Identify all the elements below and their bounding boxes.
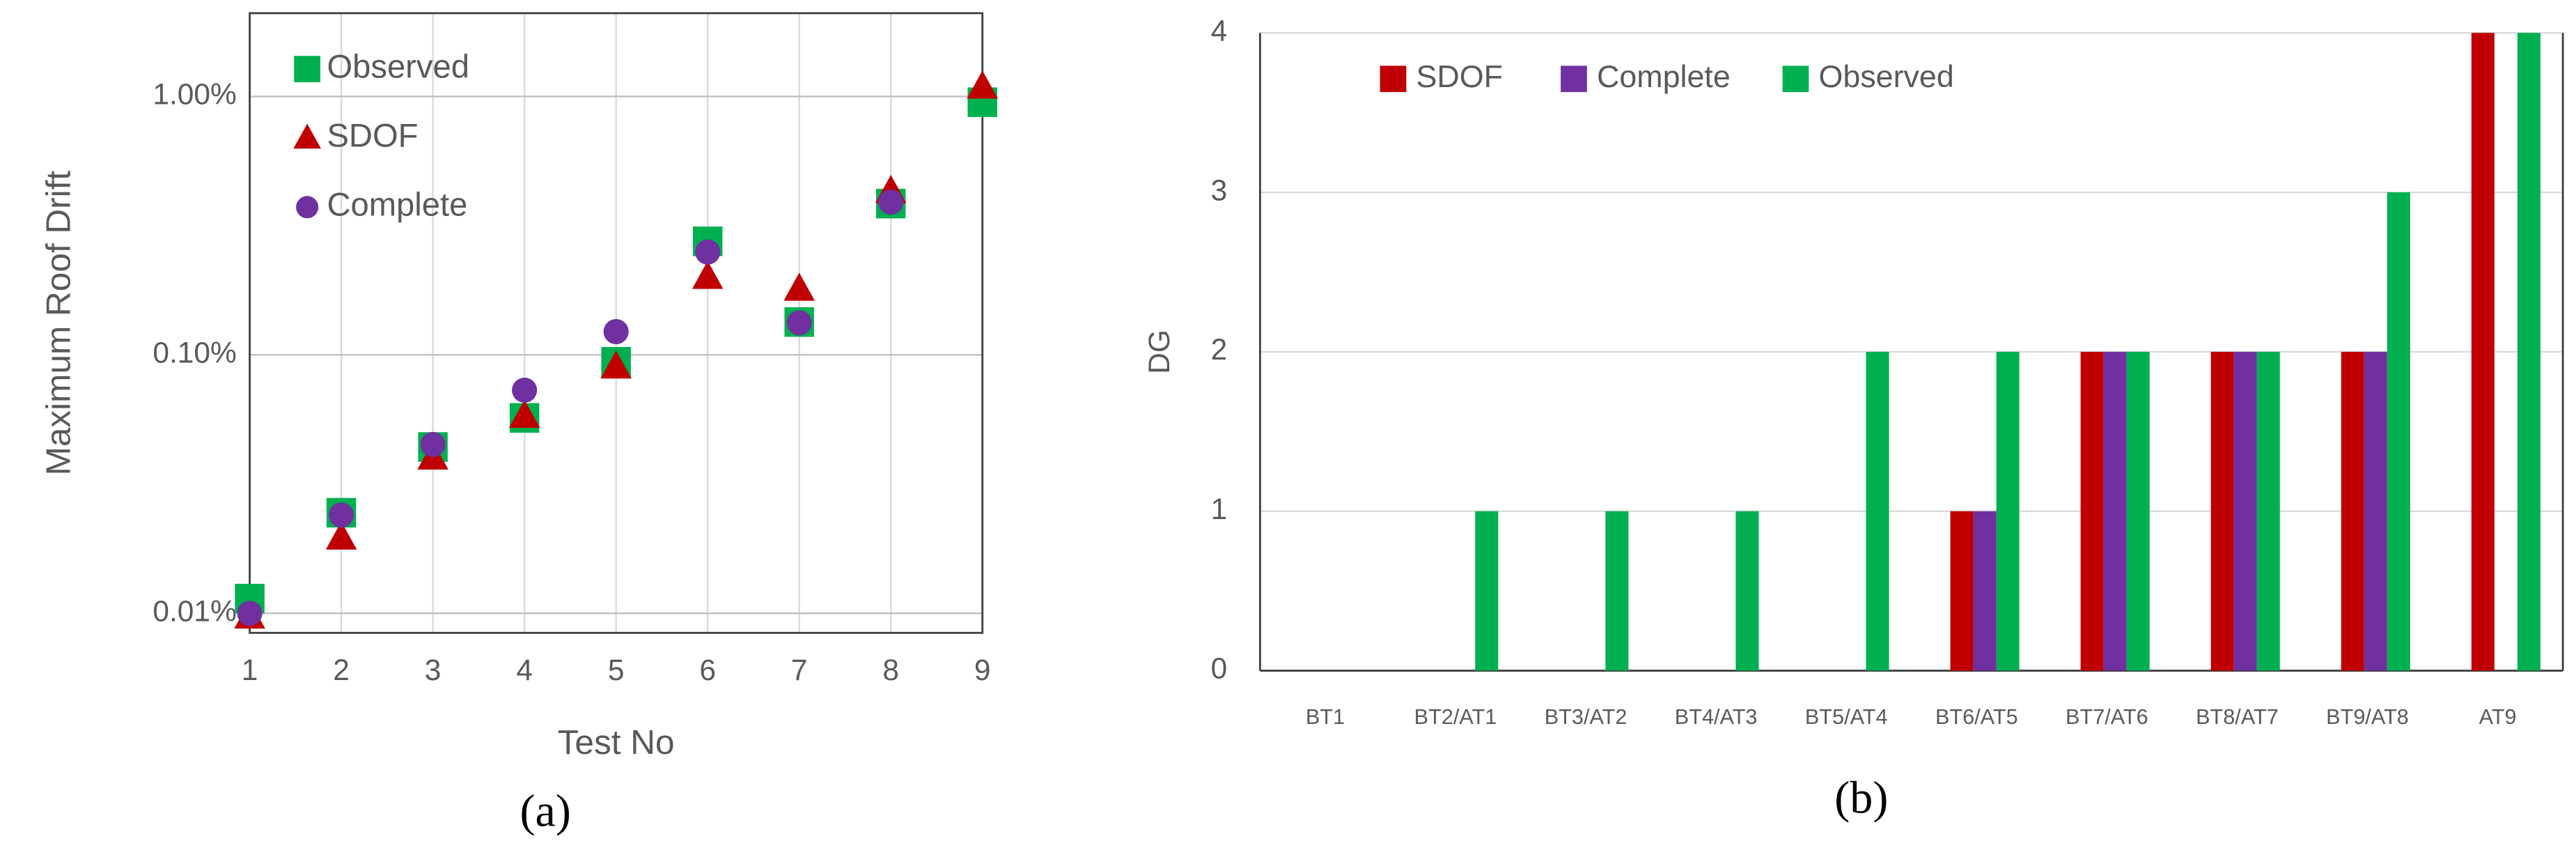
legend-label: SDOF: [1416, 59, 1503, 94]
x-tick-label: 1: [242, 654, 258, 686]
y-tick-label: 0.01%: [153, 594, 236, 627]
x-tick-label: 5: [608, 654, 625, 686]
bar: [2471, 33, 2495, 671]
legend-label: Complete: [1597, 59, 1731, 94]
y-tick-label: 1.00%: [153, 78, 236, 111]
x-tick-label: 4: [516, 654, 533, 686]
x-tick-label: 6: [699, 654, 716, 686]
marker-circle: [786, 310, 812, 336]
x-tick-label: 2: [333, 654, 350, 686]
y-axis-label: DG: [1143, 330, 1176, 374]
bar: [1866, 351, 1889, 671]
x-tick-label: AT9: [2479, 705, 2517, 729]
marker-triangle: [293, 123, 321, 149]
marker-triangle: [783, 272, 815, 301]
legend-swatch: [1782, 65, 1809, 93]
y-tick-label: 0.10%: [153, 337, 236, 369]
y-tick-label: 4: [1211, 14, 1228, 47]
x-tick-label: BT1: [1306, 705, 1345, 729]
legend-label: Observed: [327, 48, 469, 85]
x-tick-label: 7: [791, 654, 808, 686]
x-tick-label: BT2/AT1: [1414, 705, 1497, 729]
panel-label: (a): [520, 785, 571, 836]
x-tick-label: 8: [882, 654, 899, 686]
marker-circle: [878, 190, 904, 215]
x-tick-label: BT8/AT7: [2196, 705, 2279, 729]
bar: [1950, 511, 1974, 671]
bar: [2256, 351, 2280, 671]
x-tick-label: BT7/AT6: [2066, 705, 2148, 729]
panel-label: (b): [1834, 772, 1888, 823]
bar: [2517, 33, 2540, 671]
marker-square: [294, 56, 321, 82]
x-axis-label: Test No: [558, 723, 675, 762]
marker-triangle: [692, 261, 724, 289]
bar: [1605, 511, 1629, 671]
x-tick-label: BT3/AT2: [1545, 705, 1627, 729]
bar: [2210, 351, 2234, 671]
marker-circle: [296, 196, 319, 219]
marker-circle: [695, 239, 721, 265]
marker-circle: [420, 431, 446, 457]
legend-label: SDOF: [327, 117, 418, 154]
x-tick-label: BT6/AT5: [1935, 705, 2018, 729]
bar: [1996, 351, 2020, 671]
y-tick-label: 3: [1211, 173, 1228, 206]
marker-triangle: [508, 399, 540, 429]
bar: [2364, 351, 2387, 671]
marker-triangle: [600, 350, 632, 379]
marker-triangle: [967, 70, 999, 99]
bar: [2103, 351, 2127, 671]
marker-circle: [512, 377, 538, 403]
legend-label: Complete: [327, 186, 467, 223]
x-tick-label: BT5/AT4: [1805, 705, 1888, 729]
bar: [1973, 511, 1997, 671]
x-tick-label: 9: [974, 654, 991, 686]
bar: [1735, 511, 1759, 671]
y-tick-label: 0: [1211, 652, 1228, 685]
legend-label: Observed: [1818, 59, 1953, 94]
bar: [2233, 351, 2257, 671]
x-tick-label: BT9/AT8: [2326, 705, 2409, 729]
marker-circle: [329, 502, 354, 528]
bar: [1475, 511, 1499, 671]
bar: [2080, 351, 2104, 671]
bar: [2387, 192, 2410, 671]
y-tick-label: 2: [1211, 333, 1228, 366]
x-tick-label: 3: [425, 654, 442, 686]
x-tick-label: BT4/AT3: [1675, 705, 1758, 729]
marker-circle: [237, 601, 263, 626]
y-tick-label: 1: [1211, 493, 1228, 525]
y-axis-label: Maximum Roof Drift: [39, 171, 77, 476]
bar: [2126, 351, 2150, 671]
legend-swatch: [1380, 65, 1407, 93]
plot-frame: [249, 12, 984, 634]
legend-swatch: [1561, 65, 1587, 93]
marker-circle: [603, 318, 629, 345]
bar: [2341, 351, 2364, 671]
marker-triangle: [325, 521, 357, 550]
